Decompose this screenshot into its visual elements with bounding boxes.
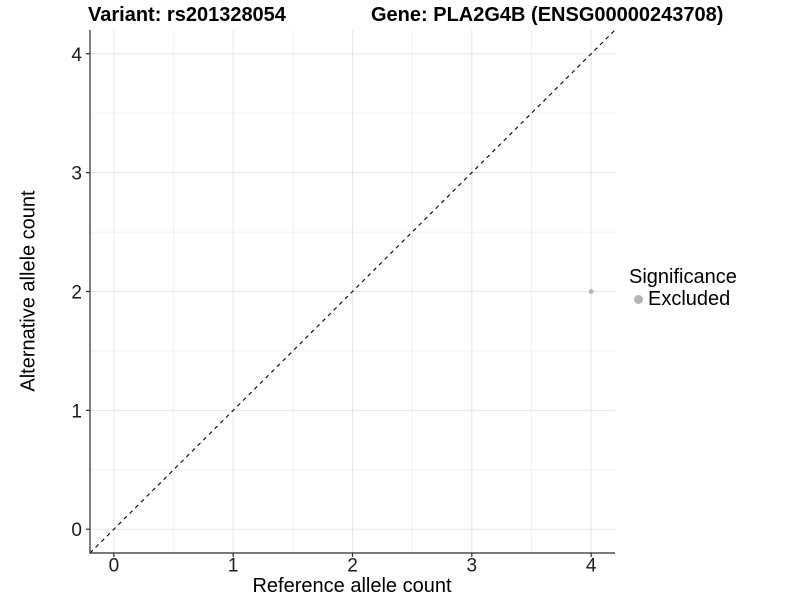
data-point	[588, 289, 594, 294]
x-tick-label: 2	[347, 556, 358, 577]
legend: Significance Excluded	[629, 266, 737, 310]
x-tick-label: 0	[109, 556, 120, 577]
x-axis-title: Reference allele count	[252, 575, 452, 597]
x-tick-label: 1	[228, 556, 239, 577]
identity-reference-line	[89, 29, 616, 554]
y-tick-label: 1	[71, 401, 82, 422]
legend-entry-excluded: Excluded	[629, 288, 737, 310]
y-tick-label: 3	[71, 164, 82, 185]
gene-title: Gene: PLA2G4B (ENSG00000243708)	[371, 4, 724, 26]
excluded-point-icon	[634, 295, 643, 304]
y-axis-title: Alternative allele count	[17, 190, 40, 392]
legend-entry-label: Excluded	[648, 288, 731, 310]
legend-title: Significance	[629, 266, 737, 288]
variant-title: Variant: rs201328054	[88, 4, 286, 26]
y-tick-label: 0	[71, 520, 82, 541]
y-tick-label: 2	[71, 283, 82, 304]
y-tick-label: 4	[71, 45, 82, 66]
x-tick-label: 4	[586, 556, 597, 577]
x-tick-label: 3	[467, 556, 478, 577]
